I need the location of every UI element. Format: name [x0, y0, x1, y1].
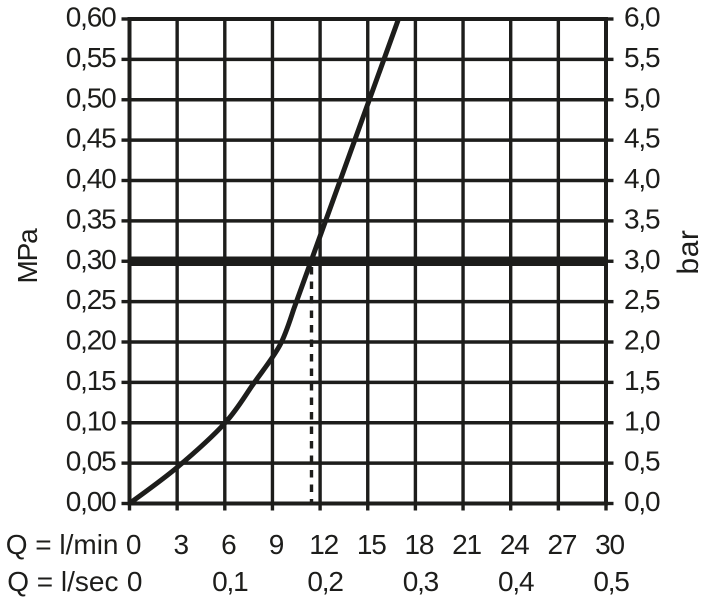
svg-text:0,5: 0,5 [593, 566, 629, 597]
svg-text:3,5: 3,5 [624, 203, 660, 234]
svg-text:9: 9 [269, 529, 284, 560]
svg-text:2,5: 2,5 [624, 284, 660, 315]
svg-text:0,1: 0,1 [212, 566, 248, 597]
svg-text:27: 27 [547, 529, 576, 560]
svg-text:6,0: 6,0 [624, 2, 660, 33]
svg-text:18: 18 [405, 529, 434, 560]
svg-text:0,50: 0,50 [66, 82, 116, 113]
svg-text:21: 21 [452, 529, 481, 560]
svg-text:0,05: 0,05 [66, 446, 116, 477]
svg-text:0,4: 0,4 [498, 566, 534, 597]
svg-text:3,0: 3,0 [624, 244, 660, 275]
svg-text:0,55: 0,55 [66, 42, 116, 73]
svg-text:0: 0 [126, 529, 141, 560]
svg-text:0,45: 0,45 [66, 123, 116, 154]
svg-text:3: 3 [173, 529, 188, 560]
svg-text:5,0: 5,0 [624, 82, 660, 113]
svg-text:2,0: 2,0 [624, 325, 660, 356]
svg-text:0,25: 0,25 [66, 284, 116, 315]
svg-text:5,5: 5,5 [624, 42, 660, 73]
svg-text:6: 6 [221, 529, 236, 560]
svg-text:0,10: 0,10 [66, 405, 116, 436]
svg-text:0,15: 0,15 [66, 365, 116, 396]
svg-text:0,0: 0,0 [624, 486, 660, 517]
svg-text:Q = l/sec: Q = l/sec [7, 566, 118, 597]
svg-text:0,3: 0,3 [403, 566, 439, 597]
svg-text:Q = l/min: Q = l/min [6, 529, 119, 560]
svg-text:bar: bar [672, 230, 704, 275]
svg-text:12: 12 [309, 529, 338, 560]
svg-text:0,40: 0,40 [66, 163, 116, 194]
svg-text:0,2: 0,2 [307, 566, 343, 597]
svg-text:0,00: 0,00 [66, 486, 116, 517]
svg-text:0,60: 0,60 [66, 2, 116, 33]
svg-text:0,5: 0,5 [624, 446, 660, 477]
svg-text:0: 0 [127, 566, 142, 597]
svg-text:0,35: 0,35 [66, 203, 116, 234]
svg-text:1,0: 1,0 [624, 405, 660, 436]
svg-text:0,20: 0,20 [66, 325, 116, 356]
svg-text:24: 24 [500, 529, 529, 560]
svg-text:MPa: MPa [12, 228, 43, 284]
svg-text:4,5: 4,5 [624, 123, 660, 154]
svg-text:1,5: 1,5 [624, 365, 660, 396]
svg-text:0,30: 0,30 [66, 244, 116, 275]
svg-text:4,0: 4,0 [624, 163, 660, 194]
svg-text:30: 30 [595, 529, 624, 560]
svg-text:15: 15 [357, 529, 386, 560]
